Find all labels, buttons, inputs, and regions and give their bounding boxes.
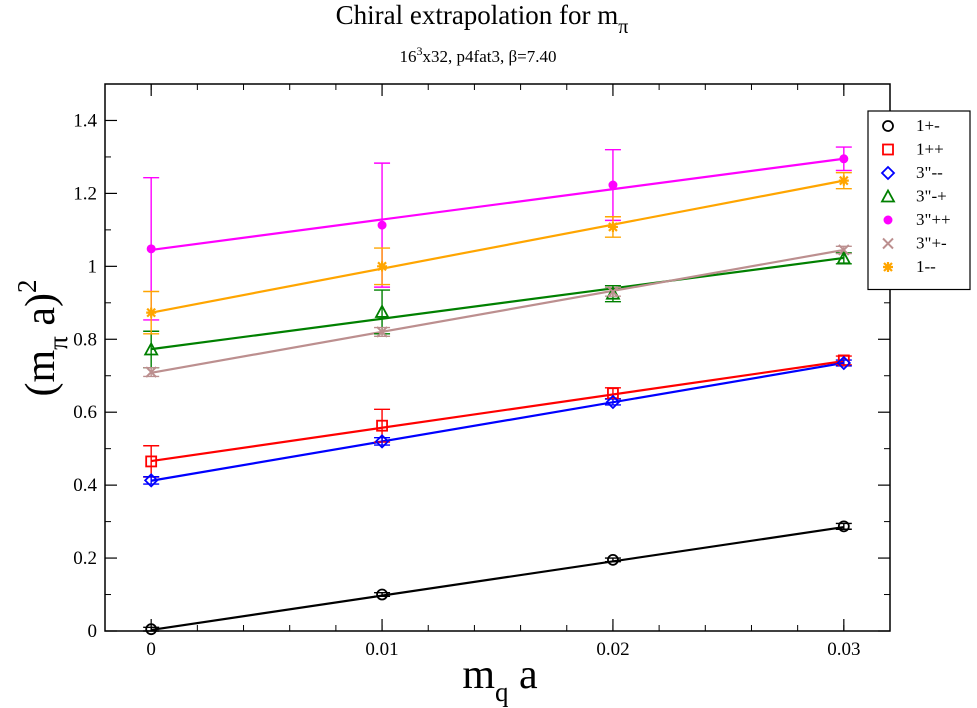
fit-lines — [150, 157, 845, 631]
chart-subtitle-rest: x32, p4fat3, β=7.40 — [423, 47, 557, 66]
legend-box — [867, 110, 971, 291]
chart-subtitle-base: 16 — [400, 47, 417, 66]
plot-frame — [104, 83, 891, 632]
legend-marker — [882, 120, 894, 132]
plot-area — [104, 83, 891, 632]
legend-marker — [882, 143, 894, 156]
legend-marker — [883, 262, 893, 272]
data-point — [605, 285, 621, 300]
fit-line-series-7 — [150, 179, 845, 314]
legend-marker — [883, 215, 893, 225]
data-point — [374, 304, 390, 318]
y-tick-label: 0 — [88, 621, 98, 642]
data-point — [376, 326, 388, 338]
y-tick-label: 0.2 — [73, 548, 97, 569]
svg-text:(mπ a)2: (mπ a)2 — [12, 280, 73, 397]
legend-marker — [880, 165, 896, 181]
chart-title-main: Chiral extrapolation for m — [336, 0, 619, 30]
data-point — [836, 250, 852, 265]
data-point — [376, 419, 388, 432]
legend-marker — [880, 188, 896, 203]
data-point — [605, 394, 621, 410]
error-bar — [143, 476, 160, 485]
fit-line-series-1 — [151, 525, 844, 631]
data-point — [377, 261, 388, 272]
y-tick-label: 1.4 — [73, 110, 97, 131]
error-bars — [143, 146, 852, 632]
chart-subtitle: 163x32, p4fat3, β=7.40 — [400, 44, 557, 66]
legend-label: 3"+- — [916, 234, 947, 253]
x-tick-label: 0.02 — [596, 639, 629, 660]
data-point — [145, 366, 157, 378]
data-point — [143, 473, 159, 488]
data-point — [837, 520, 850, 533]
legend-label: 1+- — [916, 116, 940, 135]
x-axis-label: mq a — [462, 652, 538, 707]
svg-text:163x32, p4fat3, β=7.40: 163x32, p4fat3, β=7.40 — [400, 44, 557, 66]
data-point — [607, 286, 619, 298]
data-point — [607, 387, 619, 400]
y-tick-label: 0.8 — [73, 329, 97, 350]
y-axis-label-subscript: π — [43, 336, 73, 350]
x-tick-label: 0.01 — [365, 639, 398, 660]
chart-title-subscript: π — [618, 16, 628, 38]
error-bar — [374, 437, 391, 446]
legend-entry: 3"++ — [883, 210, 951, 229]
x-tick-label: 0 — [146, 639, 156, 660]
data-point — [607, 553, 619, 566]
y-axis-label: (mπ a)2 — [12, 280, 73, 397]
x-axis-label-subscript: q — [495, 677, 509, 707]
legend-label: 1-- — [916, 257, 936, 276]
fit-line-series-6 — [150, 248, 845, 374]
data-point — [838, 175, 849, 186]
fit-line-series-3 — [150, 361, 845, 482]
legend-entry: 3"+- — [882, 234, 947, 253]
legend-entry: 1++ — [882, 140, 944, 159]
fit-line-series-2 — [151, 360, 844, 463]
y-tick-label: 1 — [88, 256, 98, 277]
data-point — [146, 307, 157, 318]
legend-entry: 1-- — [883, 257, 936, 276]
svg-text:mq a: mq a — [462, 652, 538, 707]
legend-entry: 3"-+ — [880, 187, 947, 206]
y-axis-label-mid: a) — [18, 293, 64, 336]
data-point — [146, 244, 156, 254]
data-point — [839, 154, 849, 164]
data-point — [377, 220, 387, 230]
data-point — [607, 221, 618, 232]
legend-entry: 3"-- — [880, 163, 943, 182]
y-tick-label: 1.2 — [73, 183, 97, 204]
legend-label: 3"-- — [916, 163, 943, 182]
data-point — [374, 434, 390, 449]
legend-marker — [882, 237, 894, 250]
y-axis-label-superscript: 2 — [12, 280, 42, 294]
y-tick-label: 0.4 — [73, 475, 97, 496]
data-point — [143, 341, 159, 356]
data-point — [838, 244, 850, 256]
x-tick-label: 0.03 — [827, 639, 860, 660]
svg-text:Chiral extrapolation for mπ: Chiral extrapolation for mπ — [336, 0, 629, 38]
y-tick-label: 0.6 — [73, 402, 97, 423]
data-point — [836, 355, 852, 371]
axis-ticks: 0 0.01 0.02 0.03 0 0.2 0.4 0.6 0.8 1 1.2 1.4 — [73, 83, 891, 660]
legend-label: 1++ — [916, 140, 944, 159]
chart-title: Chiral extrapolation for mπ — [336, 0, 629, 38]
error-bar — [835, 522, 852, 530]
x-axis-label-rest: a — [509, 652, 539, 698]
legend-label: 3"-+ — [916, 187, 947, 206]
data-markers — [143, 154, 852, 636]
fit-line-series-5 — [151, 157, 844, 252]
chart-subtitle-superscript: 3 — [417, 44, 423, 58]
y-axis-label-open: (m — [18, 349, 64, 396]
data-point — [608, 180, 618, 190]
legend-label: 3"++ — [916, 210, 951, 229]
legend-entry: 1+- — [882, 116, 940, 135]
data-point — [376, 588, 388, 601]
data-point — [145, 455, 158, 468]
legend: 1+- 1++ 3"-- 3"-+ 3"++ 3"+- 1-- — [867, 110, 971, 291]
fit-line-series-4 — [151, 256, 844, 351]
data-point — [837, 354, 850, 367]
x-axis-label-main: m — [462, 652, 495, 698]
